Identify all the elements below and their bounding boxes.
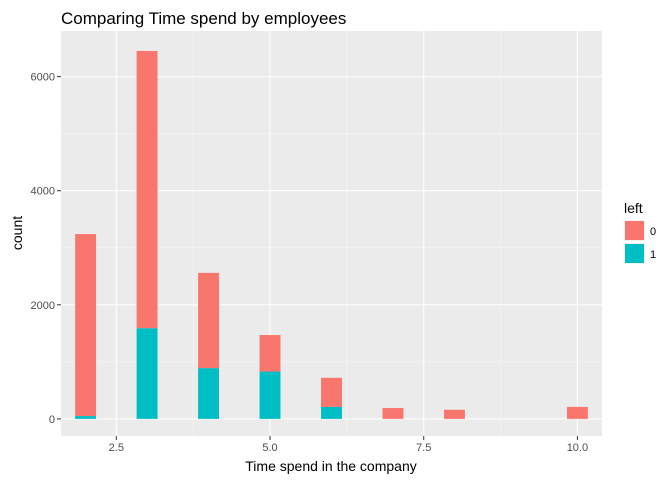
x-tick-label: 5.0 (262, 442, 277, 454)
bar-left-1 (136, 328, 158, 419)
bar-left-1 (321, 406, 342, 419)
x-tick-label: 10.0 (567, 442, 588, 454)
bar-left-0 (382, 408, 404, 419)
y-axis-title: count (9, 216, 25, 250)
bar-left-0 (259, 335, 281, 372)
bars (75, 50, 588, 419)
legend-title: left (624, 200, 643, 216)
bar-left-0 (444, 409, 465, 419)
legend-swatch-0 (625, 221, 644, 240)
bar-left-1 (198, 368, 219, 419)
x-tick-label: 7.5 (416, 442, 431, 454)
legend-swatch-1 (625, 244, 644, 263)
bar-left-1 (259, 371, 281, 419)
bar-left-0 (321, 377, 342, 407)
y-tick-label: 0 (49, 414, 55, 426)
x-axis-title: Time spend in the company (245, 458, 416, 474)
axis-ticks: 2.5 5.0 7.5 10.0 0 2000 4000 6000 (31, 72, 589, 454)
y-tick-label: 2000 (31, 300, 55, 312)
bar-left-1 (75, 416, 97, 419)
y-tick-label: 4000 (31, 186, 55, 198)
bar-left-0 (198, 272, 219, 369)
bar-left-0 (566, 406, 588, 419)
x-tick-label: 2.5 (109, 442, 124, 454)
y-tick-label: 6000 (31, 72, 55, 84)
bar-left-0 (136, 50, 158, 329)
bar-left-0 (75, 234, 97, 417)
legend-label-1: 1 (650, 249, 656, 261)
legend-label-0: 0 (650, 226, 656, 238)
legend: left 0 1 (624, 200, 656, 264)
chart-title: Comparing Time spend by employees (61, 9, 346, 28)
